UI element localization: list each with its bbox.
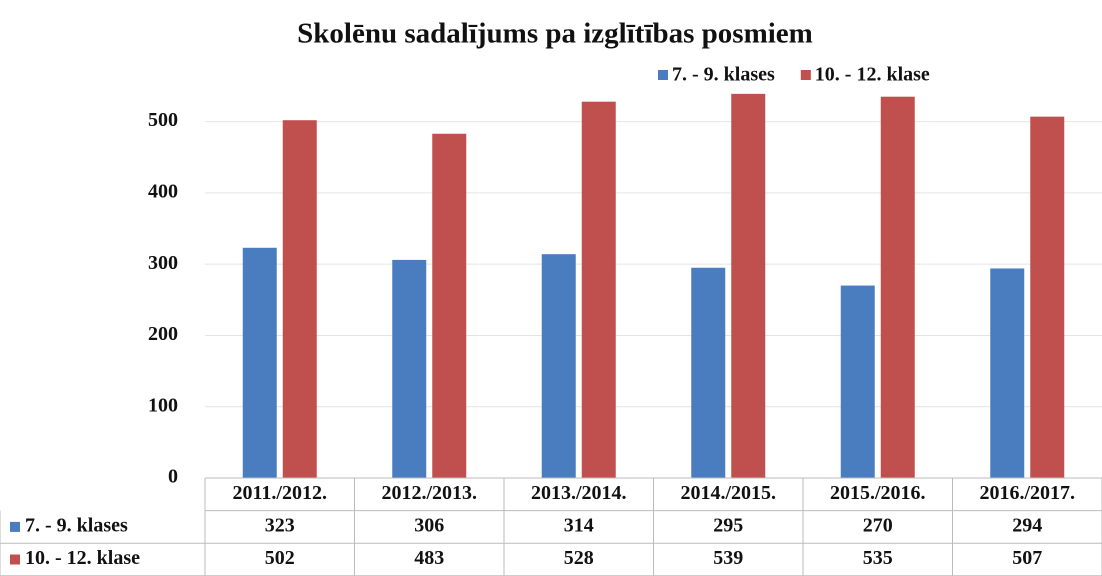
table-value: 483 — [414, 547, 444, 569]
y-tick-label: 500 — [148, 109, 178, 131]
legend-swatch — [800, 70, 811, 80]
bar — [541, 254, 576, 478]
table-legend-swatch — [10, 554, 20, 565]
table-value: 306 — [414, 514, 444, 536]
legend-swatch — [658, 70, 668, 80]
table-value: 528 — [564, 547, 594, 569]
y-tick-label: 300 — [148, 252, 178, 274]
x-tick-label: 2012./2013. — [381, 482, 477, 504]
x-tick-label: 2013./2014. — [531, 482, 627, 504]
bar — [731, 93, 766, 478]
bar — [581, 101, 616, 479]
table-value: 295 — [713, 514, 743, 536]
table-value: 502 — [265, 547, 295, 569]
bar — [990, 268, 1025, 478]
y-tick-label: 0 — [168, 466, 178, 488]
x-tick-label: 2014./2015. — [680, 482, 776, 504]
bar — [691, 267, 726, 478]
y-tick-label: 400 — [148, 181, 178, 203]
bar — [1030, 116, 1065, 478]
x-tick-label: 2016./2017. — [979, 482, 1075, 504]
bar — [282, 120, 317, 478]
bar — [432, 133, 467, 478]
table-series-name: 10. - 12. klase — [25, 547, 140, 569]
y-tick-label: 100 — [148, 394, 178, 416]
legend-label: 7. - 9. klases — [672, 64, 775, 86]
bar — [392, 259, 427, 478]
bar — [242, 247, 277, 478]
table-value: 270 — [863, 514, 893, 536]
table-value: 539 — [713, 547, 743, 569]
y-tick-label: 200 — [148, 323, 178, 345]
bar — [880, 96, 915, 478]
table-value: 314 — [564, 514, 594, 536]
legend-label: 10. - 12. klase — [815, 64, 930, 86]
chart-title: Skolēnu sadalījums pa izglītības posmiem — [297, 18, 813, 50]
table-value: 294 — [1012, 514, 1042, 536]
table-value: 535 — [863, 547, 893, 569]
x-tick-label: 2015./2016. — [830, 482, 926, 504]
table-value: 507 — [1012, 547, 1042, 569]
bar — [840, 285, 875, 478]
table-value: 323 — [265, 514, 295, 536]
table-legend-swatch — [10, 521, 20, 532]
table-series-name: 7. - 9. klases — [25, 514, 128, 536]
x-tick-label: 2011./2012. — [233, 482, 327, 504]
